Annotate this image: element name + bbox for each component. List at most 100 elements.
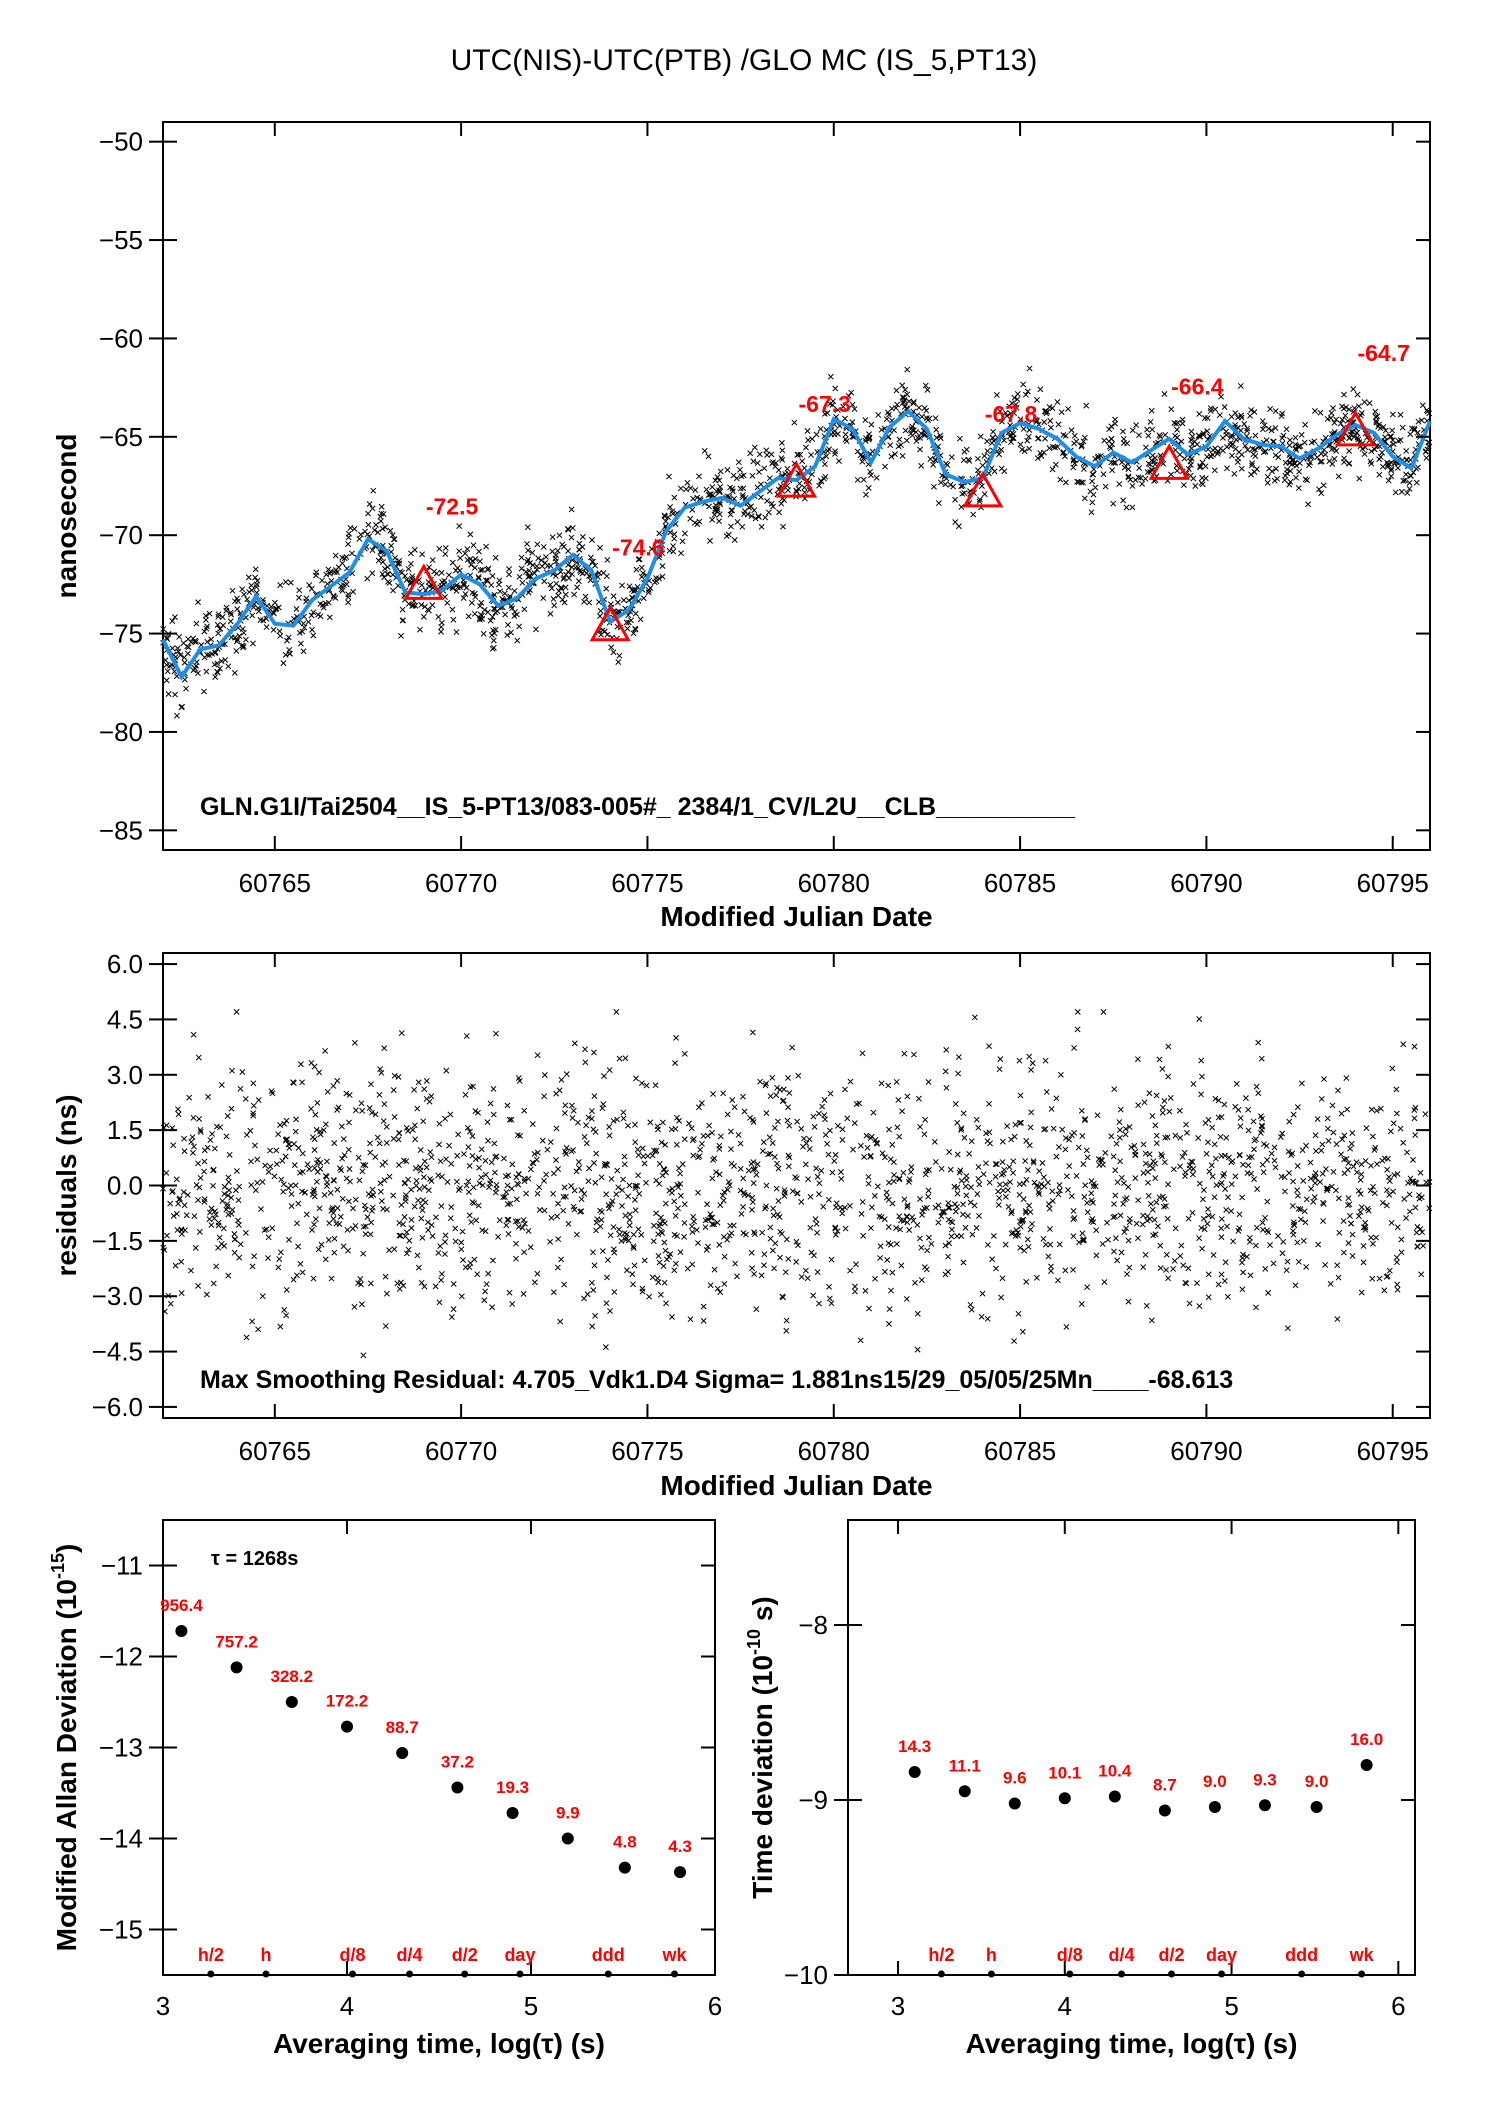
measurement-point [501, 590, 508, 597]
residual-point [286, 1141, 293, 1148]
residual-point [1126, 1219, 1133, 1226]
residual-point [751, 1271, 758, 1277]
residual-point [500, 1155, 507, 1162]
residual-point [197, 1174, 204, 1181]
residual-point [1221, 1278, 1228, 1284]
residual-point [943, 1046, 950, 1053]
y-tick-label: −13 [99, 1733, 143, 1763]
residual-point [886, 1126, 892, 1133]
measurement-point [801, 489, 808, 496]
residual-point [562, 1102, 569, 1109]
measurement-point [270, 626, 277, 633]
measurement-point [557, 568, 564, 575]
residual-point [252, 1187, 259, 1194]
residual-point [1012, 1233, 1019, 1239]
residual-point [851, 1120, 858, 1127]
measurement-point [1358, 410, 1365, 417]
residual-point [1022, 1208, 1029, 1214]
residual-point [814, 1269, 821, 1276]
residual-point [1016, 1181, 1023, 1188]
measurement-point [380, 511, 387, 518]
residual-point [1205, 1294, 1212, 1301]
measurement-point [1372, 414, 1379, 420]
residual-point [896, 1213, 903, 1220]
main-x-axis-label: Modified Julian Date [660, 901, 932, 932]
residual-point [816, 1191, 822, 1198]
deviation-value-label: 16.0 [1350, 1730, 1383, 1749]
tdev-plot-frame [847, 1519, 1416, 1976]
residual-point [196, 1115, 203, 1122]
residual-point [603, 1191, 610, 1198]
residual-point [1040, 1235, 1047, 1242]
residual-point [992, 1173, 999, 1180]
residual-point [465, 1144, 472, 1151]
residual-point [677, 1170, 684, 1177]
residual-point [745, 1167, 752, 1174]
residual-point [853, 1261, 859, 1268]
residual-point [330, 1210, 337, 1216]
measurement-point [665, 473, 672, 480]
residual-point [1377, 1105, 1384, 1112]
measurement-point [1350, 386, 1357, 393]
residual-point [1079, 1230, 1086, 1237]
tau-note: τ = 1268s [211, 1548, 298, 1570]
residual-point [561, 1184, 568, 1191]
residual-point [761, 1262, 767, 1269]
residual-point [681, 1136, 688, 1143]
measurement-point [922, 382, 929, 389]
residual-point [482, 1228, 489, 1235]
measurement-point [1050, 443, 1056, 450]
measurement-point [1088, 509, 1095, 516]
residual-point [1057, 1071, 1064, 1078]
residual-point [631, 1196, 638, 1203]
residual-point [1411, 1043, 1418, 1050]
y-tick-label: −11 [101, 1551, 143, 1581]
residual-point [217, 1124, 224, 1131]
residual-point [264, 1255, 271, 1262]
measurement-point [751, 507, 758, 514]
residual-point [785, 1104, 792, 1111]
residual-point [1133, 1220, 1140, 1227]
residual-point [588, 1115, 595, 1122]
residual-point [874, 1140, 881, 1147]
residual-point [1360, 1243, 1367, 1249]
measurement-point [1044, 408, 1051, 415]
residual-point [316, 1205, 323, 1212]
residual-point [813, 1165, 820, 1172]
residual-point [1204, 1220, 1211, 1227]
measurement-point [462, 591, 469, 598]
residual-point [1299, 1147, 1306, 1154]
measurement-point [560, 543, 567, 550]
measurement-point [296, 587, 303, 594]
residual-point [911, 1051, 917, 1058]
residual-point [500, 1194, 507, 1201]
residual-point [343, 1090, 350, 1097]
x-tick-label: 60785 [984, 1436, 1056, 1466]
residual-point [448, 1160, 455, 1167]
residual-point [279, 1157, 286, 1164]
residual-point [411, 1086, 418, 1093]
measurement-point [849, 419, 856, 426]
residual-point [1117, 1106, 1124, 1113]
measurement-point [338, 582, 344, 589]
measurement-point [564, 525, 571, 532]
residual-point [295, 1144, 302, 1151]
measurement-point [1318, 490, 1325, 497]
measurement-point [234, 606, 241, 613]
measurement-point [1284, 466, 1291, 473]
residual-point [418, 1279, 425, 1286]
residual-point [311, 1221, 317, 1228]
residual-point [1125, 1298, 1132, 1305]
measurement-point [793, 488, 800, 495]
residual-point [591, 1262, 598, 1269]
deviation-value-label: 10.4 [1098, 1762, 1132, 1781]
residual-point [1398, 1249, 1405, 1256]
measurement-point [418, 582, 425, 589]
residual-point [1355, 1213, 1362, 1220]
residual-point [769, 1247, 776, 1254]
measurement-point [729, 485, 736, 492]
measurement-point [620, 597, 627, 604]
residual-point [1371, 1190, 1378, 1197]
residual-point [210, 1280, 217, 1287]
residual-point [346, 1119, 352, 1126]
